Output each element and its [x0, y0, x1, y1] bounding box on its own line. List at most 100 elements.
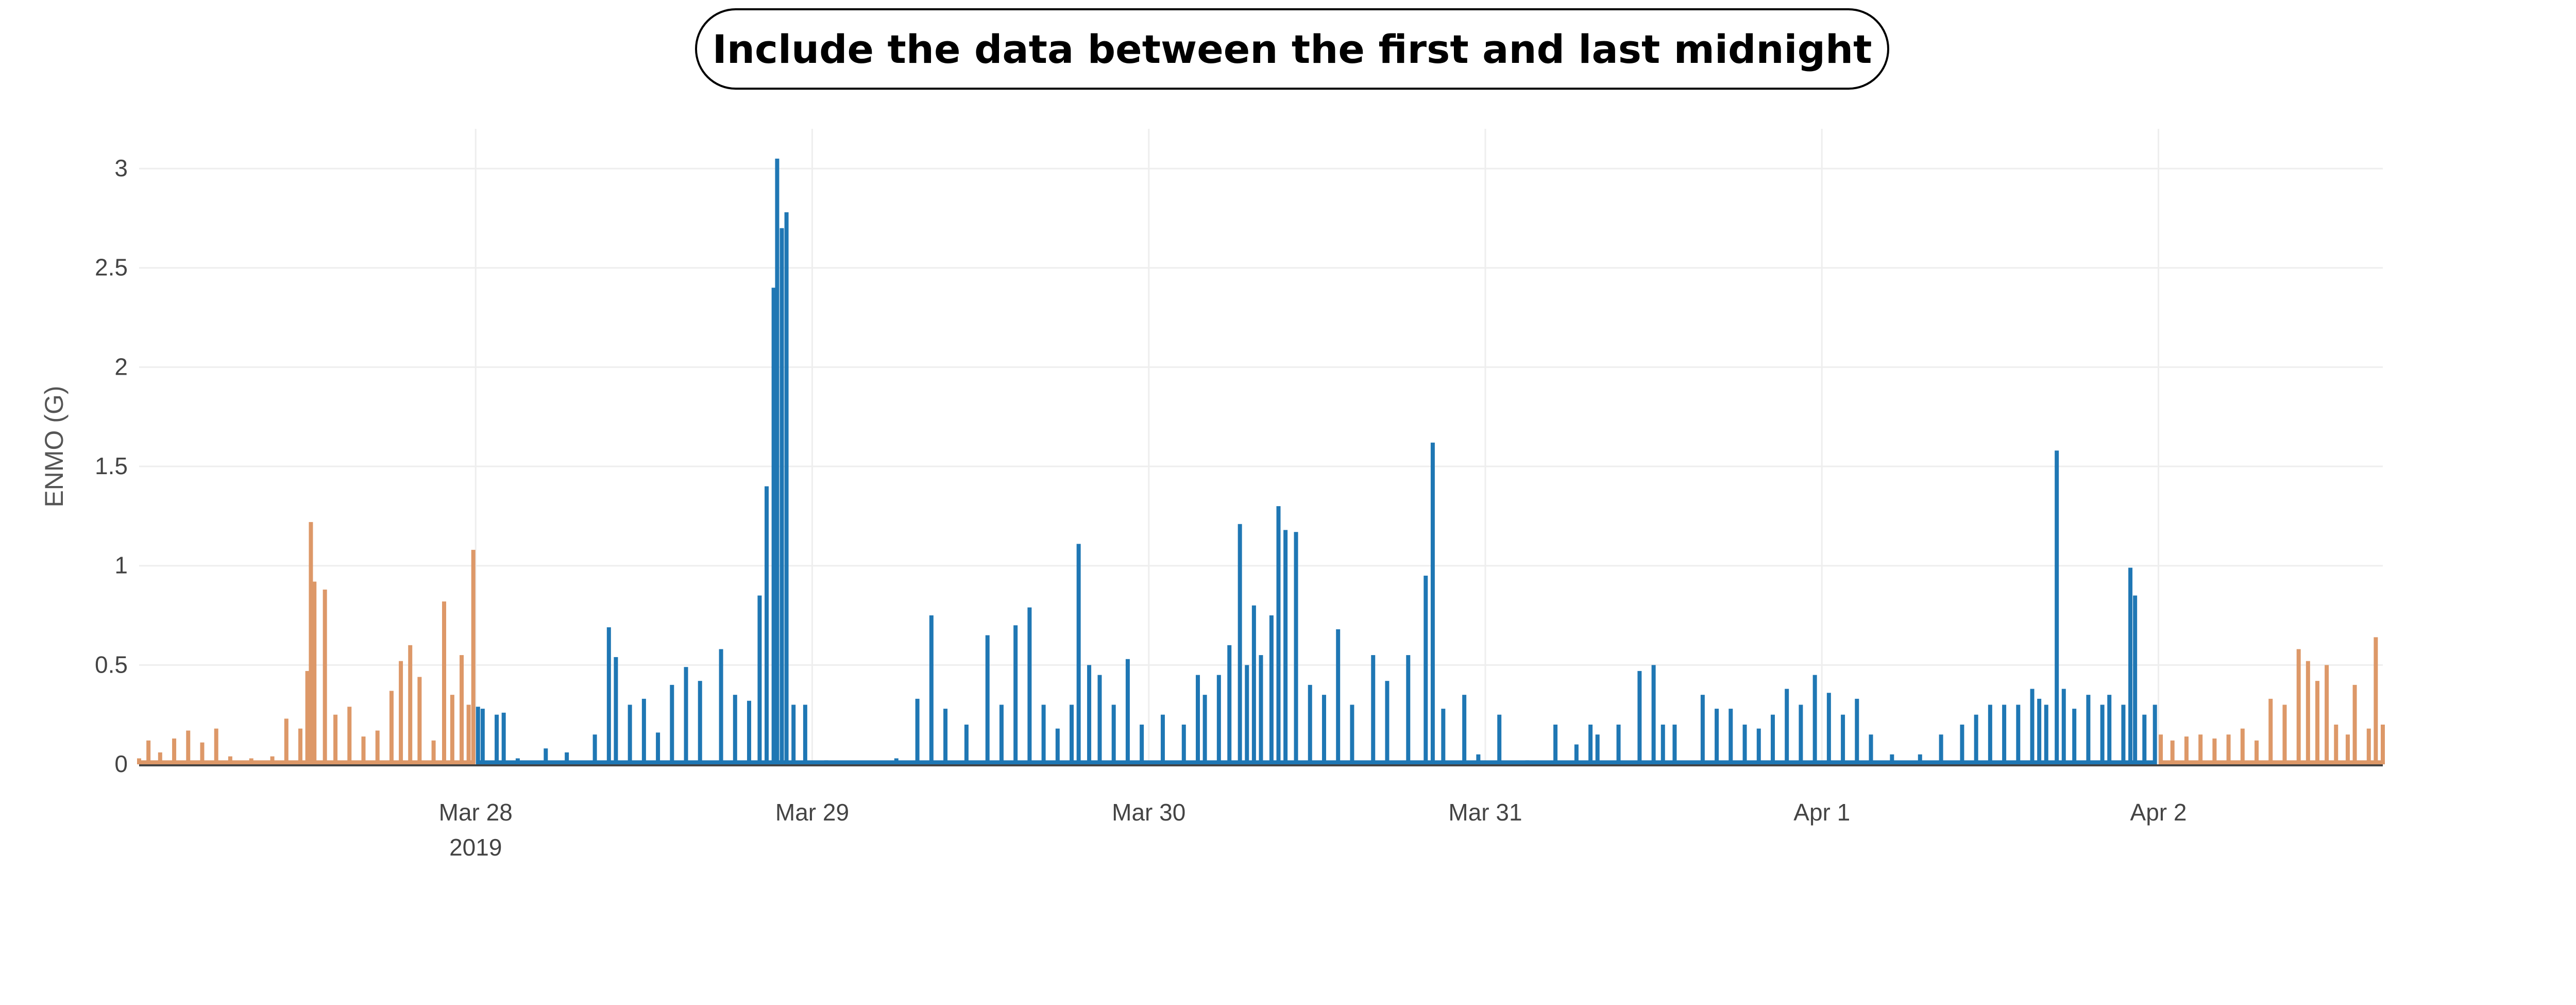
activity-spike	[1308, 684, 1312, 764]
activity-spike	[929, 615, 934, 764]
activity-spike	[1336, 629, 1341, 764]
activity-spike	[460, 655, 464, 764]
activity-spike	[656, 732, 660, 764]
activity-spike	[2198, 734, 2203, 764]
series-baseline-band	[478, 760, 2155, 765]
activity-spike	[1294, 532, 1298, 764]
activity-spike	[757, 595, 762, 764]
x-tick-label: Apr 1	[1793, 799, 1850, 826]
activity-spike	[791, 705, 796, 764]
activity-spike	[943, 709, 948, 764]
x-tick-label: Mar 31	[1448, 799, 1522, 826]
activity-spike	[2153, 705, 2157, 764]
activity-spike	[2037, 698, 2042, 764]
activity-spike	[466, 705, 471, 764]
x-tick-label: Mar 29	[775, 799, 849, 826]
activity-spike	[137, 758, 141, 764]
activity-spike	[333, 714, 338, 764]
activity-spike	[1076, 544, 1081, 764]
activity-spike	[1728, 709, 1733, 764]
activity-spike	[2086, 695, 2091, 764]
activity-spike	[1651, 665, 1656, 764]
x-tick-label: Mar 30	[1112, 799, 1185, 826]
activity-spike	[228, 756, 232, 764]
activity-spike	[1027, 607, 1032, 764]
activity-spike	[1202, 695, 1207, 764]
activity-spike	[1826, 693, 1831, 764]
activity-spike	[2212, 738, 2217, 764]
activity-spike	[1125, 659, 1130, 764]
activity-spike	[323, 589, 327, 764]
activity-spike	[270, 756, 275, 764]
activity-spike	[1462, 695, 1467, 764]
activity-spike	[1974, 714, 1978, 764]
activity-spike	[1216, 675, 1221, 764]
activity-spike	[1140, 724, 1144, 764]
activity-spike	[2107, 695, 2112, 764]
y-tick-label: 1	[114, 552, 128, 579]
activity-spike	[284, 718, 289, 764]
activity-spike	[2170, 740, 2175, 764]
activity-spike	[1097, 675, 1102, 764]
title-banner: Include the data between the first and l…	[695, 8, 1889, 90]
activity-spike	[1574, 744, 1579, 764]
activity-spike	[1785, 689, 1789, 764]
activity-spike	[606, 627, 611, 764]
activity-spike	[347, 707, 352, 764]
grid-layer	[139, 129, 2383, 764]
activity-spike	[2334, 724, 2338, 764]
activity-spike	[1988, 705, 1992, 764]
activity-spike	[2226, 734, 2231, 764]
activity-spike	[1070, 705, 1074, 764]
activity-spike	[1276, 506, 1281, 764]
activity-spike	[1013, 625, 1018, 764]
activity-spike	[1385, 681, 1389, 764]
activity-spike	[146, 740, 151, 764]
activity-spike	[305, 671, 310, 764]
activity-spike	[775, 158, 779, 764]
activity-spike	[309, 522, 313, 764]
activity-spike	[399, 661, 403, 764]
activity-spike	[2142, 714, 2147, 764]
activity-spike	[2352, 684, 2357, 764]
y-tick-label: 0	[114, 750, 128, 777]
activity-spike	[544, 748, 548, 764]
activity-spike	[1742, 724, 1747, 764]
activity-spike	[1869, 734, 1873, 764]
y-tick-label: 0.5	[95, 651, 128, 678]
activity-spike	[1756, 728, 1761, 764]
activity-spike	[2255, 740, 2259, 764]
activity-spike	[2133, 595, 2138, 764]
activity-spike	[719, 649, 723, 764]
activity-spike	[894, 758, 899, 764]
activity-spike	[1259, 655, 1263, 764]
activity-spike	[1660, 724, 1665, 764]
activity-spike	[1595, 734, 1600, 764]
activity-spike	[985, 635, 990, 764]
activity-spike	[1087, 665, 1092, 764]
activity-spike	[1283, 530, 1288, 764]
activity-spike	[2072, 709, 2077, 764]
activity-spike	[1238, 524, 1242, 764]
activity-spike	[670, 684, 674, 764]
activity-spike	[1406, 655, 1411, 764]
y-tick-labels: 0 0.5 1 1.5 2 2.5 3	[95, 155, 128, 777]
activity-spike	[915, 698, 920, 764]
activity-spike	[2044, 705, 2048, 764]
activity-spike	[158, 752, 162, 764]
activity-spike	[1960, 724, 1964, 764]
y-tick-label: 2	[114, 353, 128, 380]
activity-spike	[1350, 705, 1354, 764]
activity-spike	[442, 601, 447, 764]
activity-spike	[1476, 754, 1481, 764]
activity-spike	[824, 760, 828, 764]
activity-spike	[417, 677, 422, 764]
activity-spike	[1588, 724, 1593, 764]
activity-spike	[450, 695, 454, 764]
activity-spike	[2345, 734, 2350, 764]
activity-spike	[1430, 442, 1435, 764]
activity-spike	[501, 712, 506, 764]
activity-spike	[2002, 705, 2007, 764]
y-tick-label: 1.5	[95, 453, 128, 479]
activity-spike	[214, 728, 218, 764]
